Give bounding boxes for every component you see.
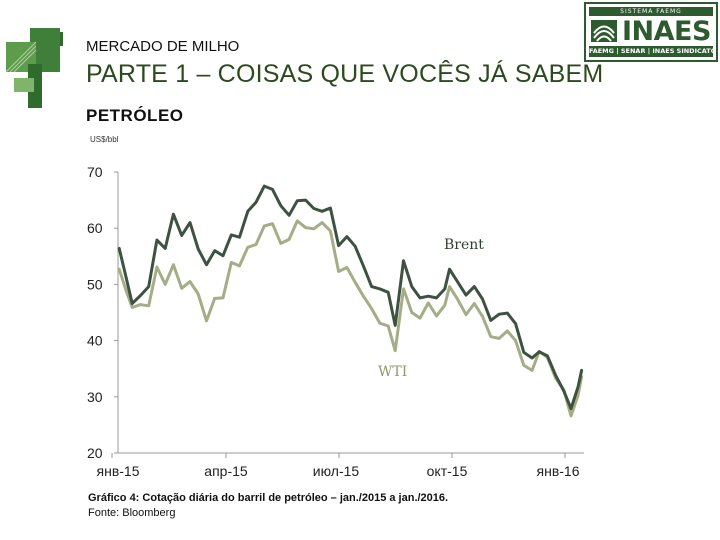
x-axis: янв-15 апр-15 июл-15 окт-15 янв-16 [97,452,584,479]
series-lines [117,184,584,418]
x-tick-label: окт-15 [427,463,468,479]
y-tick-label: 60 [87,220,103,236]
chart-source: Fonte: Bloomberg [88,507,176,519]
y-tick-label: 40 [87,333,103,349]
series-line-brent [117,184,584,411]
series-label-wti: WTI [378,364,407,380]
y-axis: 70 60 50 40 30 20 [87,164,119,461]
x-tick-label: янв-15 [97,463,140,479]
series-label-brent: Brent [444,237,484,253]
x-tick-label: июл-15 [313,463,360,479]
y-unit-label: US$/bbl [90,135,119,144]
green-cross-logo-icon [6,28,63,108]
brand-top-band: SISTEMA FAEMG [589,7,713,16]
field-rows-icon [591,20,617,42]
brand-logo: SISTEMA FAEMG INAES FAEMG | SENAR | INAE… [584,2,718,62]
slide-title: PARTE 1 – COISAS QUE VOCÊS JÁ SABEM [86,60,604,88]
presentation-subtitle: MERCADO DE MILHO [86,38,240,55]
brand-bottom-band: FAEMG | SENAR | INAES SINDICATOS [589,46,713,57]
series-line-wti [117,219,584,418]
chart-caption: Gráfico 4: Cotação diária do barril de p… [88,492,449,504]
y-tick-label: 70 [87,164,103,180]
y-tick-label: 20 [87,445,103,461]
x-tick-label: апр-15 [204,463,248,479]
brand-name: INAES [622,16,711,47]
series-labels: Brent WTI [378,237,484,380]
y-tick-label: 30 [87,389,103,405]
x-tick-label: янв-16 [537,463,580,479]
y-tick-label: 50 [87,276,103,292]
section-heading: PETRÓLEO [86,106,184,125]
